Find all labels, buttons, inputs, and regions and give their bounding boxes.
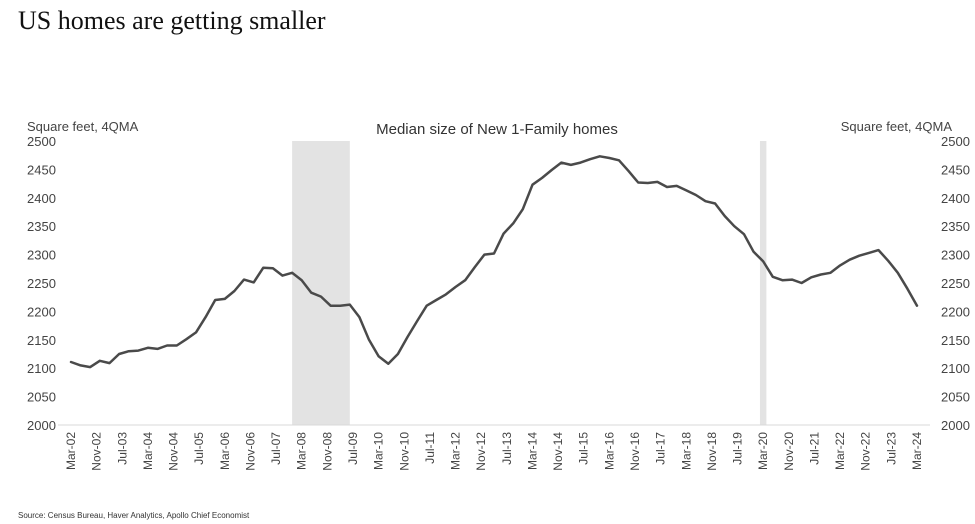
x-tick-label: Nov-02 (90, 432, 104, 471)
y-tick-label-left: 2100 (27, 361, 56, 376)
chart-title: Median size of New 1-Family homes (376, 121, 618, 138)
recession-band (292, 141, 350, 425)
series-line (69, 155, 919, 369)
y-tick-label-right: 2300 (941, 248, 970, 263)
y-tick-label-right: 2050 (941, 390, 970, 405)
y-tick-label-right: 2350 (941, 219, 970, 234)
y-tick-label-left: 2200 (27, 304, 56, 319)
y-tick-label-left: 2250 (27, 276, 56, 291)
x-tick-label: Mar-02 (64, 432, 78, 470)
x-tick-label: Nov-04 (167, 432, 181, 471)
x-tick-label: Mar-24 (910, 432, 924, 470)
y-tick-label-right: 2000 (941, 418, 970, 433)
y-axis-label-left: Square feet, 4QMA (27, 119, 139, 134)
x-tick-label: Nov-22 (859, 432, 873, 471)
x-tick-label: Jul-05 (192, 432, 206, 465)
x-tick-label: Mar-04 (141, 432, 155, 470)
x-tick-label: Mar-16 (602, 432, 616, 470)
y-tick-label-right: 2400 (941, 191, 970, 206)
y-tick-label-right: 2450 (941, 162, 970, 177)
y-tick-label-right: 2250 (941, 276, 970, 291)
y-tick-label-left: 2050 (27, 390, 56, 405)
y-tick-label-left: 2150 (27, 333, 56, 348)
x-tick-label: Jul-03 (115, 432, 129, 465)
x-tick-label: Mar-20 (756, 432, 770, 470)
x-tick-label: Jul-15 (577, 432, 591, 465)
y-tick-label-left: 2350 (27, 219, 56, 234)
x-tick-label: Mar-06 (218, 432, 232, 470)
x-tick-label: Mar-18 (679, 432, 693, 470)
x-tick-label: Mar-14 (525, 432, 539, 470)
x-tick-label: Nov-08 (320, 432, 334, 471)
source-note: Source: Census Bureau, Haver Analytics, … (18, 511, 250, 520)
x-tick-label: Jul-07 (269, 432, 283, 465)
x-tick-label: Jul-19 (731, 432, 745, 465)
x-tick-label: Nov-12 (474, 432, 488, 471)
x-tick-label: Mar-10 (372, 432, 386, 470)
y-tick-label-right: 2200 (941, 304, 970, 319)
x-tick-label: Jul-21 (807, 432, 821, 465)
x-tick-label: Jul-17 (654, 432, 668, 465)
y-tick-label-left: 2000 (27, 418, 56, 433)
y-axis-right: 2000 2050 2100 2150 2200 2250 2300 2350 2400 2450… (941, 134, 970, 433)
y-tick-label-right: 2100 (941, 361, 970, 376)
x-tick-label: Jul-13 (500, 432, 514, 465)
x-tick-label: Nov-20 (782, 432, 796, 471)
x-tick-label: Jul-09 (346, 432, 360, 465)
y-tick-label-left: 2300 (27, 248, 56, 263)
x-tick-label: Nov-16 (628, 432, 642, 471)
x-tick-label: Mar-22 (833, 432, 847, 470)
y-tick-label-left: 2500 (27, 134, 56, 149)
x-tick-label: Nov-18 (705, 432, 719, 471)
y-tick-label-right: 2500 (941, 134, 970, 149)
recession-band (759, 141, 767, 425)
x-tick-label: Nov-14 (551, 432, 565, 471)
y-tick-label-left: 2400 (27, 191, 56, 206)
x-tick-label: Mar-08 (295, 432, 309, 470)
x-tick-label: Nov-06 (243, 432, 257, 471)
x-tick-label: Nov-10 (397, 432, 411, 471)
y-axis-left: 2000 2050 2100 2150 2200 2250 2300 2350 2400 2450… (27, 134, 56, 433)
x-tick-label: Jul-11 (423, 432, 437, 464)
x-tick-label: Jul-23 (884, 432, 898, 465)
x-axis: Mar-02 Nov-02 Jul-03 Mar-04 Nov-04 Jul-05 Mar-… (64, 432, 924, 471)
y-tick-label-right: 2150 (941, 333, 970, 348)
page-title: US homes are getting smaller (18, 6, 326, 35)
y-tick-label-left: 2450 (27, 162, 56, 177)
y-axis-label-right: Square feet, 4QMA (841, 119, 953, 134)
recession-shading (292, 141, 767, 425)
x-tick-label: Mar-12 (449, 432, 463, 470)
